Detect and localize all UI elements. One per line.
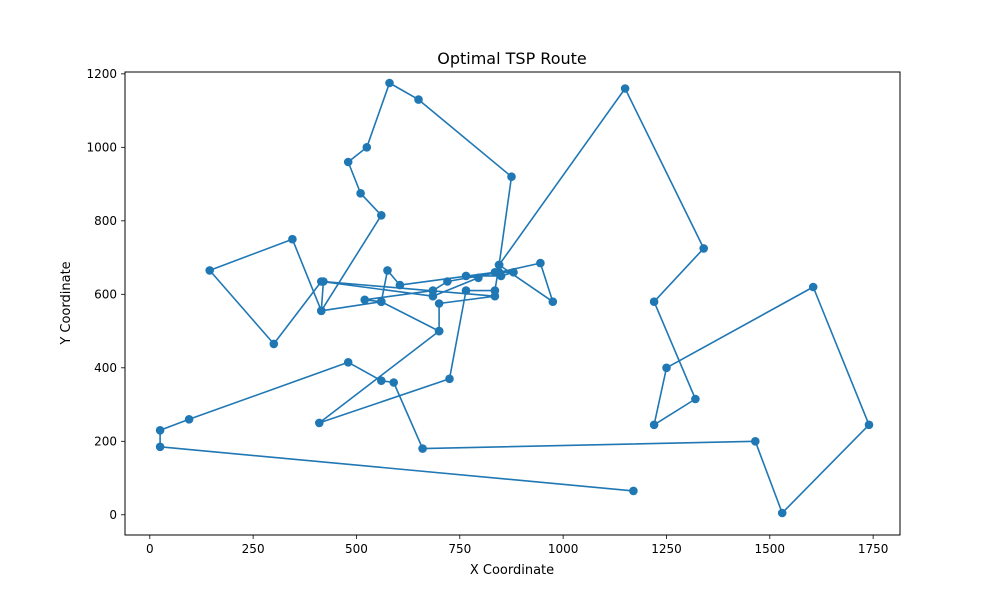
y-axis-ticks: 0 200 400 600 800 1000 1200 bbox=[86, 67, 125, 522]
route-point bbox=[343, 157, 353, 167]
route-point bbox=[362, 143, 372, 152]
route-point bbox=[269, 339, 279, 349]
route-point bbox=[864, 420, 874, 430]
route-point bbox=[461, 286, 471, 295]
route-point bbox=[414, 95, 423, 104]
y-tick-label: 400 bbox=[94, 361, 117, 375]
route-point bbox=[649, 420, 659, 430]
route-line bbox=[159, 82, 870, 514]
route-point bbox=[383, 266, 392, 275]
route-point bbox=[317, 306, 326, 316]
plot-marks bbox=[155, 78, 874, 518]
route-point bbox=[377, 376, 386, 386]
y-tick-label: 800 bbox=[94, 214, 117, 228]
x-tick-label: 0 bbox=[146, 542, 154, 556]
route-point bbox=[155, 442, 165, 452]
route-point bbox=[490, 268, 500, 277]
x-tick-label: 1750 bbox=[858, 542, 889, 556]
x-tick-label: 750 bbox=[448, 542, 471, 556]
route-point bbox=[461, 271, 471, 281]
x-tick-label: 500 bbox=[345, 542, 368, 556]
x-tick-label: 250 bbox=[242, 542, 265, 556]
route-point bbox=[496, 271, 506, 281]
route-point bbox=[428, 291, 438, 301]
route-point bbox=[377, 297, 386, 307]
route-point bbox=[494, 260, 504, 270]
route-point bbox=[434, 326, 444, 336]
route-point bbox=[699, 244, 708, 253]
route-point bbox=[317, 277, 326, 286]
plot-frame bbox=[124, 71, 901, 536]
route-point bbox=[356, 189, 365, 198]
route-point bbox=[434, 299, 444, 308]
route-point bbox=[536, 258, 545, 268]
y-tick-label: 600 bbox=[94, 287, 117, 301]
route-point bbox=[288, 234, 297, 244]
route-point bbox=[662, 363, 671, 373]
route-point bbox=[360, 295, 370, 305]
x-axis-ticks: 0 250 500 750 1000 1250 1500 1750 bbox=[146, 535, 888, 556]
y-tick-label: 1200 bbox=[86, 67, 117, 81]
route-point bbox=[389, 378, 399, 387]
route-point bbox=[691, 394, 700, 404]
route-point bbox=[343, 358, 353, 367]
route-point bbox=[620, 84, 630, 93]
x-tick-label: 1000 bbox=[548, 542, 579, 556]
y-tick-label: 1000 bbox=[86, 140, 117, 154]
route-point bbox=[751, 437, 760, 446]
y-tick-label: 200 bbox=[94, 434, 117, 448]
route-point bbox=[509, 268, 518, 277]
route-point bbox=[377, 211, 386, 220]
route-point bbox=[490, 286, 500, 295]
y-tick-label: 0 bbox=[109, 508, 117, 522]
route-point bbox=[808, 282, 818, 292]
route-point bbox=[184, 415, 194, 424]
route-point bbox=[443, 277, 452, 286]
x-tick-label: 1250 bbox=[651, 542, 682, 556]
route-point bbox=[629, 486, 638, 496]
y-axis-label: Y Coordinate bbox=[59, 261, 74, 345]
route-point bbox=[205, 266, 214, 275]
route-point bbox=[418, 444, 427, 453]
route-point bbox=[548, 297, 558, 307]
route-point bbox=[395, 280, 405, 290]
x-tick-label: 1500 bbox=[755, 542, 786, 556]
x-axis-label: X Coordinate bbox=[470, 563, 554, 578]
route-point bbox=[507, 172, 516, 181]
route-point bbox=[649, 297, 659, 307]
route-point bbox=[445, 374, 454, 384]
route-point bbox=[385, 78, 394, 88]
chart-title: Optimal TSP Route bbox=[437, 49, 587, 68]
route-point bbox=[155, 426, 165, 435]
route-point bbox=[777, 508, 787, 518]
route-point bbox=[315, 418, 324, 428]
route-point bbox=[474, 273, 483, 283]
